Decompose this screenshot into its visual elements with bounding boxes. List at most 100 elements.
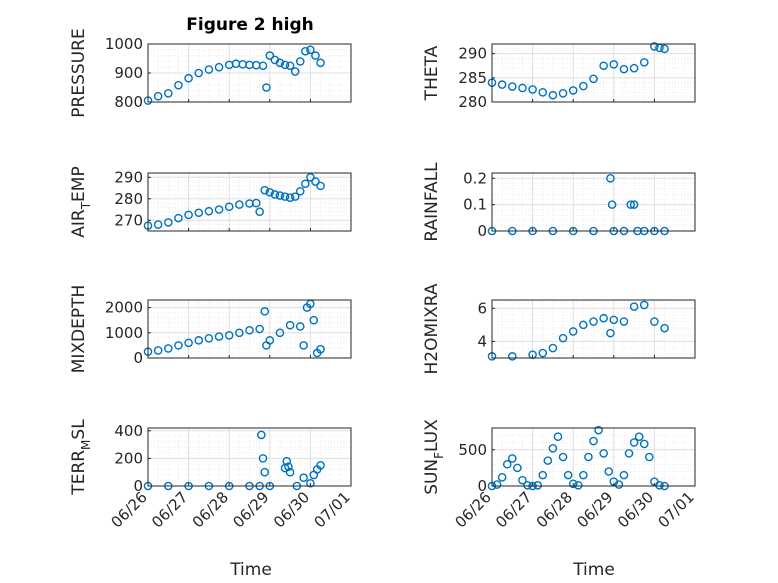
y-tick-label: 0 <box>133 477 143 495</box>
subplot-theta: 280 285 290 THETA <box>422 42 696 111</box>
x-tick-label: 06/29 <box>573 488 616 531</box>
data-point <box>282 456 292 466</box>
y-tick-label: 0 <box>133 349 143 367</box>
y-tick-label: 290 <box>114 168 143 186</box>
data-point <box>538 470 548 480</box>
data-point <box>558 452 568 462</box>
data-point <box>492 480 502 489</box>
data-point <box>579 320 588 330</box>
y-tick-label: 0.1 <box>463 196 487 214</box>
data-point <box>306 172 315 182</box>
y-axis-label: PRESSURE <box>69 28 89 117</box>
data-point <box>295 186 305 196</box>
data-point <box>497 80 507 89</box>
data-point <box>255 324 264 334</box>
data-point <box>614 480 624 489</box>
data-point <box>204 334 214 343</box>
subplot-air-temp: 270 280 290 AIRTEMP <box>69 166 352 238</box>
y-tick-label: 280 <box>114 190 143 208</box>
y-tick-label: 400 <box>114 422 143 440</box>
data-point <box>174 80 183 90</box>
x-tick-label: 06/26 <box>108 488 151 531</box>
y-tick-label: 1000 <box>105 35 143 53</box>
data-point <box>568 479 578 489</box>
data-point <box>538 88 548 97</box>
data-point <box>309 315 319 325</box>
data-point <box>639 58 649 67</box>
data-point <box>579 81 588 91</box>
x-tick-label: 06/28 <box>533 488 576 531</box>
data-point <box>660 44 669 54</box>
data-point <box>184 210 193 220</box>
y-tick-label: 280 <box>458 93 487 111</box>
data-point <box>204 65 214 74</box>
data-point <box>624 449 634 458</box>
data-point <box>619 470 629 480</box>
data-point <box>224 202 234 212</box>
y-tick-label: 1000 <box>105 324 143 342</box>
y-tick-label: 270 <box>114 211 143 229</box>
y-tick-label: 200 <box>114 449 143 467</box>
subplot-h2omixra: 4 6 H2OMIXRA <box>422 283 696 375</box>
axes-box <box>147 299 352 359</box>
data-point <box>563 470 573 480</box>
y-tick-label: 0 <box>477 477 487 495</box>
x-tick-label: 06/26 <box>452 488 495 531</box>
y-tick-label: 0 <box>477 222 487 240</box>
data-point <box>280 192 290 201</box>
data-point <box>660 323 669 333</box>
data-point <box>174 341 183 350</box>
y-tick-label: 800 <box>114 93 143 111</box>
data-point <box>599 313 608 323</box>
data-point <box>163 344 173 353</box>
data-point <box>265 51 275 60</box>
data-point <box>518 83 527 93</box>
data-point <box>184 73 193 83</box>
data-point <box>265 336 275 345</box>
axes-box <box>491 43 696 103</box>
data-point <box>584 452 593 462</box>
data-point <box>497 472 507 482</box>
data-point <box>260 185 270 195</box>
data-point <box>258 61 268 71</box>
data-point <box>553 432 563 442</box>
data-point <box>251 198 261 208</box>
y-tick-label: 6 <box>477 299 487 317</box>
subplot-pressure: 800 900 1000 PRESSURE <box>69 28 352 118</box>
axes-box <box>147 427 352 487</box>
data-point <box>214 62 224 72</box>
data-point <box>194 68 204 78</box>
x-tick-label: 06/28 <box>189 488 232 531</box>
y-tick-label: 4 <box>477 332 487 350</box>
axes-box <box>147 172 352 232</box>
data-point <box>194 336 204 345</box>
data-point <box>599 449 608 458</box>
y-axis-label: H2OMIXRA <box>422 283 442 374</box>
data-point <box>507 454 517 463</box>
data-point <box>316 58 325 68</box>
data-point <box>599 61 608 71</box>
subplot-mixdepth: 0 1000 2000 MIXDEPTH <box>69 285 352 373</box>
data-point <box>568 327 578 336</box>
data-point <box>619 64 629 74</box>
y-axis-label: AIRTEMP <box>69 166 93 237</box>
data-point <box>275 328 285 338</box>
data-point <box>262 83 271 92</box>
data-point <box>299 473 308 483</box>
data-point <box>260 307 270 316</box>
data-point <box>153 346 163 355</box>
y-tick-label: 2000 <box>105 299 143 317</box>
y-tick-label: 0.2 <box>463 169 487 187</box>
data-point <box>163 89 173 98</box>
data-point <box>306 45 315 55</box>
data-point <box>619 317 629 326</box>
x-tick-label: 06/30 <box>614 488 657 531</box>
data-point <box>295 322 305 331</box>
data-point <box>558 89 568 98</box>
data-point <box>629 200 639 209</box>
data-point <box>589 436 598 446</box>
data-point <box>523 480 532 490</box>
data-point <box>626 200 636 209</box>
data-point <box>194 208 204 218</box>
